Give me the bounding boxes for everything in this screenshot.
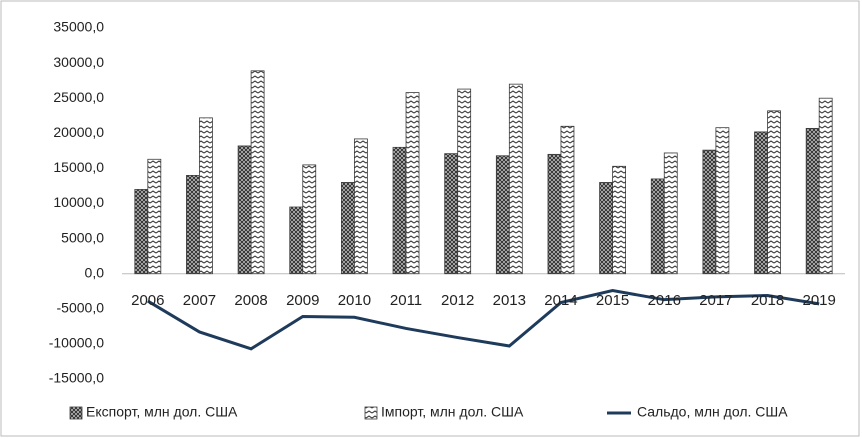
x-tick-label: 2014 xyxy=(544,292,577,309)
legend-swatch xyxy=(69,406,83,420)
bar xyxy=(340,182,355,275)
bar xyxy=(805,127,820,275)
bar xyxy=(754,131,768,275)
bar xyxy=(147,158,162,275)
y-tick-label: 0,0 xyxy=(85,264,105,280)
bar xyxy=(702,149,717,275)
legend-label: Сальдо, млн дол. США xyxy=(637,404,788,420)
bar xyxy=(444,153,459,275)
x-tick-label: 2015 xyxy=(596,292,629,309)
x-tick-label: 2010 xyxy=(338,292,371,309)
x-tick-label: 2016 xyxy=(648,292,681,309)
bar xyxy=(560,125,575,275)
bar xyxy=(818,97,833,275)
y-tick-label: 15000,0 xyxy=(53,159,104,175)
bar xyxy=(495,155,510,275)
x-tick-label: 2007 xyxy=(183,292,216,309)
y-tick-label: 30000,0 xyxy=(53,54,104,70)
bar xyxy=(199,117,213,275)
y-tick-label: 10000,0 xyxy=(53,194,104,210)
x-tick-label: 2012 xyxy=(441,292,474,309)
y-tick-label: 35000,0 xyxy=(53,19,104,35)
x-tick-label: 2011 xyxy=(390,292,422,309)
bar xyxy=(134,189,149,275)
bar xyxy=(302,164,317,275)
bar xyxy=(289,206,304,275)
legend-swatch xyxy=(364,406,378,420)
x-tick-label: 2013 xyxy=(493,292,526,309)
bar xyxy=(405,92,420,275)
bar xyxy=(237,145,252,275)
bar xyxy=(186,175,200,275)
bar xyxy=(353,138,368,275)
y-tick-label: 5000,0 xyxy=(61,229,104,245)
bar xyxy=(650,178,665,275)
legend-label: Експорт, млн дол. США xyxy=(86,404,238,420)
bar xyxy=(250,70,265,275)
x-tick-label: 2018 xyxy=(751,292,784,309)
bar xyxy=(767,110,781,275)
y-tick-label: -5000,0 xyxy=(57,300,105,316)
bar xyxy=(508,83,523,275)
bar xyxy=(392,146,407,275)
bar xyxy=(547,153,562,275)
y-tick-label: 20000,0 xyxy=(53,124,104,140)
bar xyxy=(457,88,472,275)
bar xyxy=(612,165,627,275)
x-tick-label: 2008 xyxy=(234,292,267,309)
x-tick-label: 2006 xyxy=(131,292,164,309)
x-tick-label: 2017 xyxy=(699,292,732,309)
y-tick-label: -15000,0 xyxy=(49,370,104,386)
bar xyxy=(663,152,678,275)
x-tick-label: 2009 xyxy=(286,292,319,309)
x-tick-label: 2019 xyxy=(802,292,835,309)
y-tick-label: 25000,0 xyxy=(53,89,104,105)
line-series xyxy=(147,289,820,351)
legend-label: Імпорт, млн дол. США xyxy=(381,404,524,420)
bar xyxy=(715,127,730,275)
bar xyxy=(599,182,614,275)
y-tick-label: -10000,0 xyxy=(49,335,104,351)
